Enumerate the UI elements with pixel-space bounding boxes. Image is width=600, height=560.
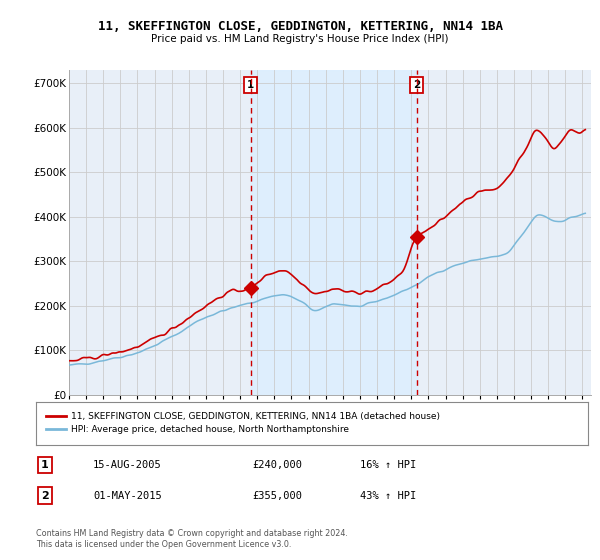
Text: 2: 2 [413, 80, 421, 90]
Text: 43% ↑ HPI: 43% ↑ HPI [360, 491, 416, 501]
Text: £355,000: £355,000 [252, 491, 302, 501]
Text: Price paid vs. HM Land Registry's House Price Index (HPI): Price paid vs. HM Land Registry's House … [151, 34, 449, 44]
Text: 1: 1 [247, 80, 254, 90]
Text: 01-MAY-2015: 01-MAY-2015 [93, 491, 162, 501]
Text: 2: 2 [41, 491, 49, 501]
Text: £240,000: £240,000 [252, 460, 302, 470]
Legend: 11, SKEFFINGTON CLOSE, GEDDINGTON, KETTERING, NN14 1BA (detached house), HPI: Av: 11, SKEFFINGTON CLOSE, GEDDINGTON, KETTE… [43, 409, 443, 437]
Text: Contains HM Land Registry data © Crown copyright and database right 2024.
This d: Contains HM Land Registry data © Crown c… [36, 529, 348, 549]
Bar [251, 70, 417, 395]
Text: 11, SKEFFINGTON CLOSE, GEDDINGTON, KETTERING, NN14 1BA: 11, SKEFFINGTON CLOSE, GEDDINGTON, KETTE… [97, 20, 503, 32]
Text: 16% ↑ HPI: 16% ↑ HPI [360, 460, 416, 470]
Text: 1: 1 [41, 460, 49, 470]
Text: 15-AUG-2005: 15-AUG-2005 [93, 460, 162, 470]
